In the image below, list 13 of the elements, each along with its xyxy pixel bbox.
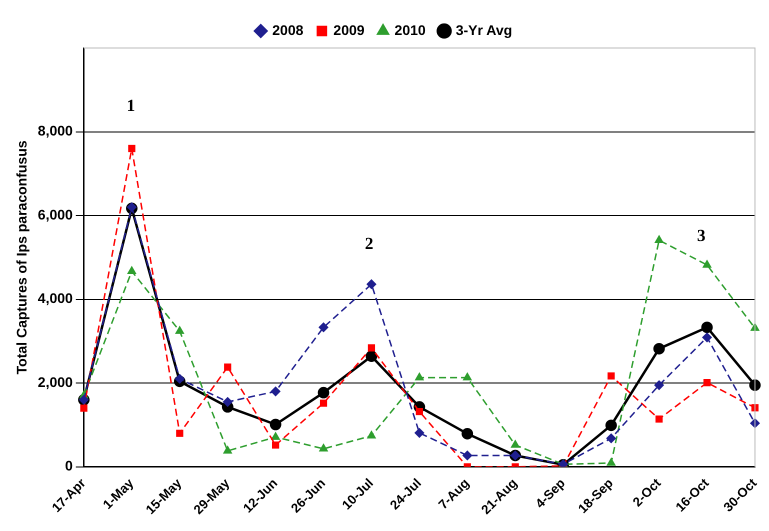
y-tick-label: 8,000: [38, 122, 74, 139]
legend-label: 2009: [333, 22, 365, 38]
y-tick-label: 0: [65, 458, 74, 474]
y-tick-label: 6,000: [38, 206, 74, 222]
legend-label: 2008: [272, 22, 304, 38]
y-axis-title: Total Captures of Ips paraconfusus: [13, 140, 30, 374]
annotation: 3: [697, 226, 706, 245]
y-tick-label: 4,000: [38, 290, 74, 306]
annotation: 2: [364, 234, 374, 254]
legend-label: 3-Yr Avg: [456, 22, 512, 38]
y-tick-label: 2,000: [38, 374, 74, 390]
legend-label: 2010: [394, 22, 426, 38]
annotation: 1: [126, 96, 136, 116]
